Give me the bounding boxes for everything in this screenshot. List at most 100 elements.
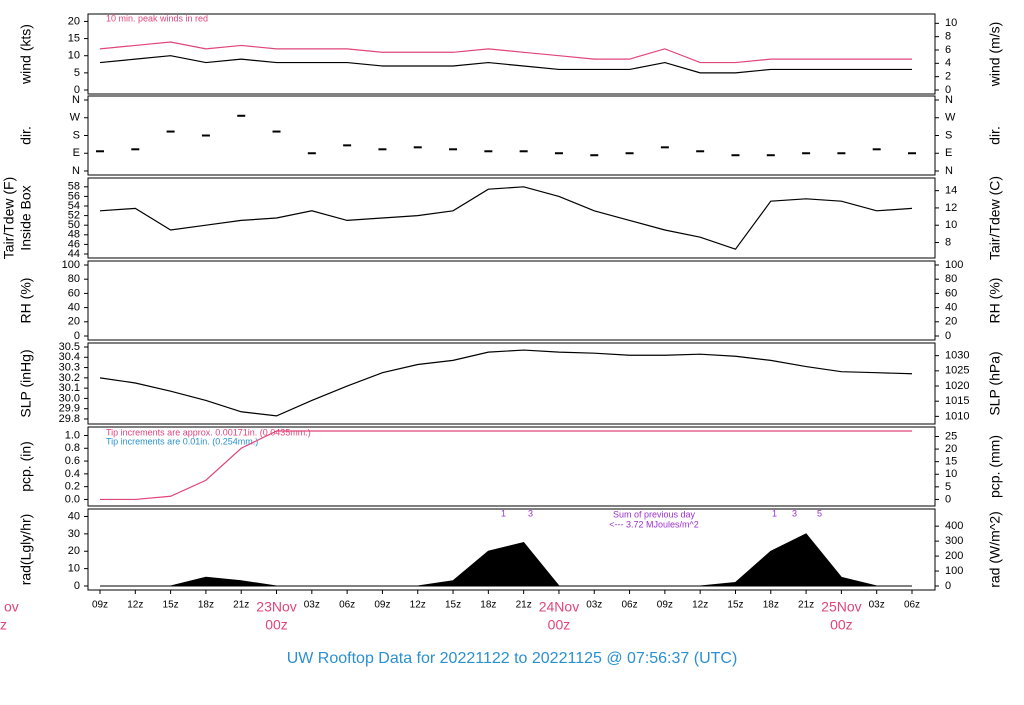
data-line [99,186,913,250]
x-tick-label: 00z [265,617,288,633]
y2-tick-label: 0 [945,580,951,592]
panel-frame [87,177,936,259]
x-tick-label: 09z [374,600,390,611]
y2-axis-label: wind (m/s) [987,22,1003,88]
x-tick-label: 03z [586,600,602,611]
x-tick-label: 00z [548,617,571,633]
y-tick-label: 0.2 [65,481,80,493]
y-axis-label: wind (kts) [18,24,34,85]
x-date-label: 23Nov [256,599,296,615]
panel-frame [87,260,936,341]
data-line [100,430,912,501]
x-tick-label: 12z [410,600,426,611]
y-tick-label: S [73,129,80,141]
y-tick-label: 30.1 [59,382,80,394]
annotation: 3 [792,508,797,518]
y2-tick-label: 400 [945,520,963,532]
panel-frame [87,95,936,176]
y2-tick-label: 10 [945,468,957,480]
x-tick-label: 18z [198,600,214,611]
y-tick-label: 0.6 [65,455,80,467]
x-tick-label: 06z [622,600,638,611]
y-tick-label: 40 [68,302,80,314]
y2-tick-label: 1015 [945,395,969,407]
y2-tick-label: 0 [945,330,951,342]
x-tick-label: 15z [727,600,743,611]
y2-tick-label: 2 [945,71,951,83]
x-tick-label: 21z [798,600,814,611]
x-tick-label: 18z [763,600,779,611]
y-tick-label: 50 [68,219,80,231]
y-tick-label: 30.5 [59,341,80,353]
x-tick-label: 21z [516,600,532,611]
y2-tick-label: 1020 [945,380,969,392]
edge-label: ov [4,599,19,615]
y-tick-label: 30.4 [59,351,80,363]
x-tick-label: 12z [692,600,708,611]
y-tick-label: 56 [68,190,80,202]
annotation: 3 [528,508,533,518]
y-tick-label: 60 [68,287,80,299]
y2-tick-label: 8 [945,236,951,248]
y-tick-label: 30 [68,528,80,540]
data-line [99,349,913,417]
panel-frame [87,13,936,95]
y-tick-label: N [72,94,80,106]
y2-tick-label: S [945,129,952,141]
x-tick-label: 09z [92,600,108,611]
y-axis-label: pcp. (in) [18,441,34,492]
edge-label: z [0,617,7,633]
y2-tick-label: 300 [945,535,963,547]
y-axis-label: RH (%) [18,278,34,324]
annotation: 1 [501,508,506,518]
y2-tick-label: 12 [945,202,957,214]
y2-axis-label: RH (%) [987,278,1003,324]
y-tick-label: 44 [68,248,80,260]
y-tick-label: 15 [68,32,80,44]
y2-tick-label: 14 [945,185,957,197]
data-line [99,41,912,64]
y2-tick-label: 1010 [945,410,969,422]
data-line [99,55,912,74]
y2-tick-label: 8 [945,31,951,43]
x-tick-label: 00z [830,617,853,633]
y2-axis-label: pcp. (mm) [987,435,1003,498]
x-tick-label: 15z [445,600,461,611]
data-area [100,533,912,587]
y2-axis-label: SLP (hPa) [987,351,1003,415]
annotation: 1 [772,508,777,518]
y2-tick-label: E [945,147,952,159]
y-tick-label: 52 [68,210,80,222]
annotation: <--- 3.72 MJoules/m^2 [609,519,699,529]
y-tick-label: 0.4 [65,468,80,480]
y2-axis-label: dir. [987,126,1003,145]
y-tick-label: 1.0 [65,429,80,441]
x-tick-label: 21z [233,600,249,611]
y-tick-label: 80 [68,273,80,285]
y-axis-label: rad(Lgly/hr) [18,514,34,586]
y2-tick-label: 0 [945,493,951,505]
y-tick-label: E [73,147,80,159]
panel-frame [87,508,936,591]
y-tick-label: 0.8 [65,442,80,454]
annotation: Sum of previous day [613,509,696,519]
y-tick-label: 20 [68,15,80,27]
annotation: 10 min. peak winds in red [106,13,208,23]
y-tick-label: 5 [74,67,80,79]
y2-tick-label: 4 [945,57,951,69]
y-tick-label: 48 [68,229,80,241]
x-tick-label: 09z [657,600,673,611]
x-tick-label: 15z [163,600,179,611]
y-tick-label: 40 [68,510,80,522]
y-tick-label: 100 [62,259,80,271]
y-tick-label: 30.2 [59,372,80,384]
y-axis-label: Tair/Tdew (F) [1,177,17,259]
y2-tick-label: 20 [945,316,957,328]
x-date-label: 25Nov [821,599,861,615]
y-tick-label: 54 [68,200,80,212]
y2-tick-label: 100 [945,565,963,577]
y2-tick-label: 15 [945,456,957,468]
y2-tick-label: 6 [945,44,951,56]
x-tick-label: 06z [339,600,355,611]
